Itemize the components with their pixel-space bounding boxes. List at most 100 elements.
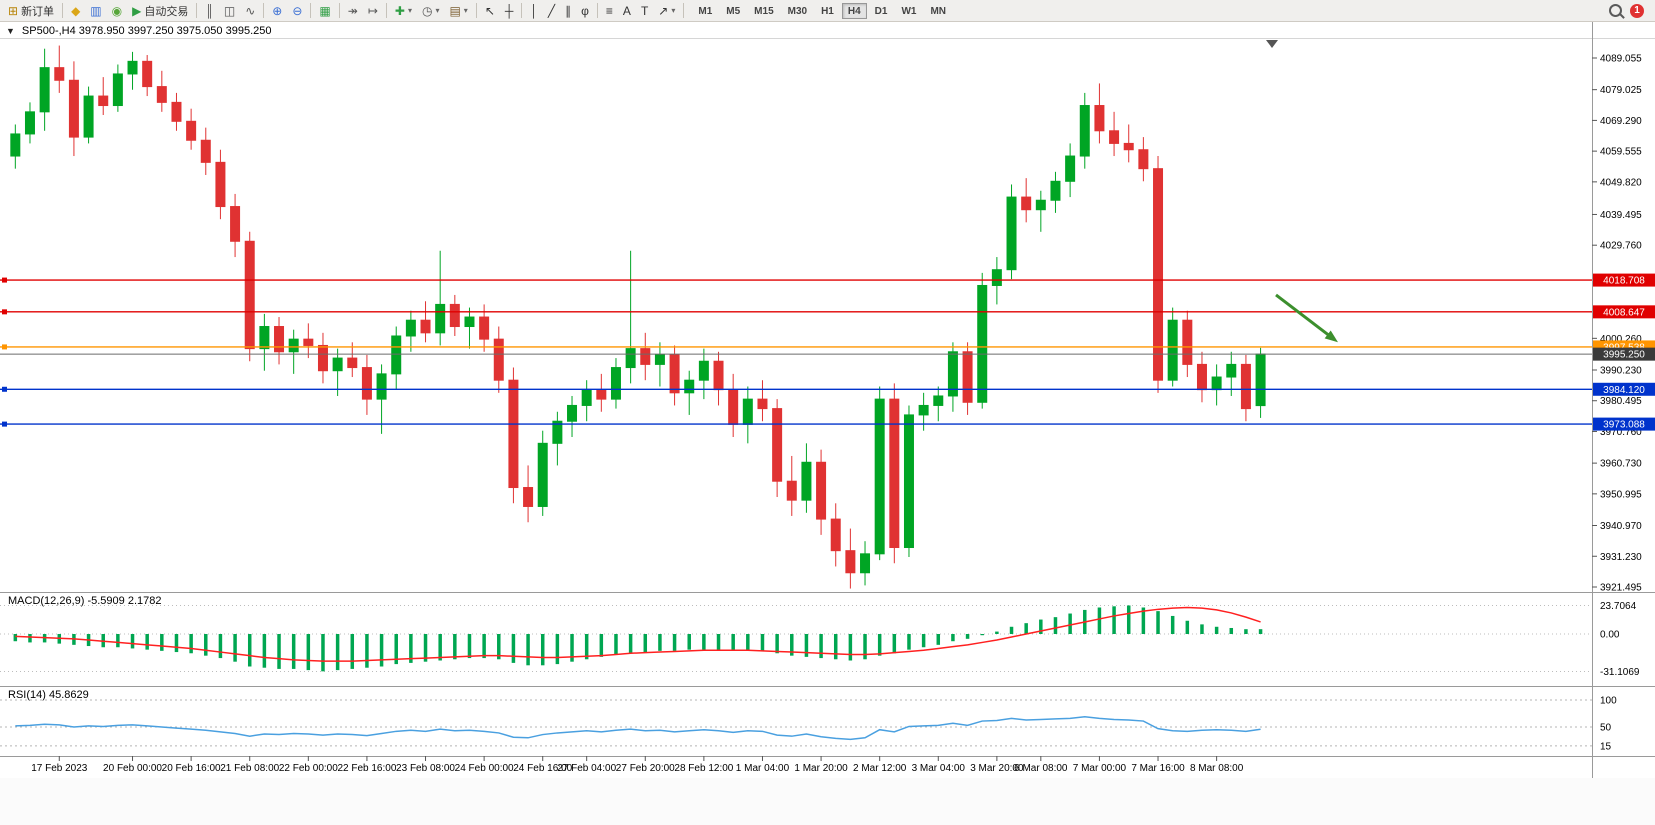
trendline-icon: ╱	[547, 3, 556, 18]
macd-panel: 23.7064 0.00 -31.1069	[0, 601, 1640, 678]
vertical-line-icon[interactable]: │	[525, 2, 543, 20]
text-label-icon[interactable]: T	[636, 2, 653, 20]
svg-text:8 Mar 08:00: 8 Mar 08:00	[1190, 763, 1244, 774]
timeframe-H4[interactable]: H4	[841, 2, 867, 19]
price-axis[interactable]: 4089.055 4079.025 4069.290 4059.555 4049.820…	[1592, 54, 1642, 594]
timeframe-D1[interactable]: D1	[874, 5, 888, 17]
line-chart-icon[interactable]: ∿	[240, 2, 260, 20]
macd-signal-line	[15, 606, 1261, 662]
new-order-button[interactable]: ⊞ 新订单	[3, 2, 59, 20]
bottom-spacer	[0, 778, 1655, 825]
svg-text:1 Mar 20:00: 1 Mar 20:00	[794, 763, 848, 774]
svg-text:4049.820: 4049.820	[1600, 177, 1642, 188]
svg-text:3990.230: 3990.230	[1600, 365, 1642, 376]
candlestick-chart-icon: ◫	[223, 3, 236, 18]
dropdown-arrow-icon: ▾	[463, 6, 468, 15]
bar-chart-icon[interactable]: ║	[200, 2, 219, 20]
timeframe-M5[interactable]: M5	[726, 5, 741, 17]
svg-text:3931.230: 3931.230	[1600, 552, 1642, 563]
chart-canvas[interactable]: 4089.055 4079.025 4069.290 4059.555 4049.820…	[0, 22, 1655, 778]
crosshair-icon: ┼	[504, 3, 514, 18]
channel-icon[interactable]: ∥	[560, 2, 576, 20]
timeframe-toolbar: M1 M5 M15 M30 H1 H4 D1 W1 MN	[691, 2, 953, 19]
chart-shift-marker[interactable]	[1266, 40, 1278, 48]
search-icon[interactable]	[1609, 4, 1622, 17]
price-tag	[1593, 273, 1655, 287]
chart-shift-icon[interactable]: ↦	[363, 2, 383, 20]
candlesticks	[10, 45, 1266, 589]
svg-text:4089.055: 4089.055	[1600, 54, 1642, 65]
cursor-icon[interactable]: ↖	[480, 2, 500, 20]
autotrading-button-label: 自动交易	[144, 5, 189, 18]
timeframe-M30[interactable]: M30	[787, 5, 808, 17]
autotrading-button[interactable]: ▶ 自动交易	[127, 2, 193, 20]
toolbar-separator	[385, 3, 387, 18]
vertical-line-icon: │	[530, 3, 538, 18]
text-label-icon: T	[640, 3, 649, 18]
timeframe-M15[interactable]: M15	[754, 5, 774, 17]
new-order-button-label: 新订单	[21, 5, 55, 18]
svg-text:22 Feb 16:00: 22 Feb 16:00	[337, 763, 396, 774]
svg-text:3995.250: 3995.250	[1603, 350, 1645, 361]
svg-text:3 Mar 04:00: 3 Mar 04:00	[912, 763, 966, 774]
chart-profile-icon: ◆	[71, 3, 81, 18]
trendline-icon[interactable]: ╱	[543, 2, 560, 20]
svg-text:3921.495: 3921.495	[1600, 582, 1642, 593]
line-chart-icon: ∿	[245, 3, 256, 18]
fibonacci-icon[interactable]: φ	[576, 2, 594, 20]
svg-text:50: 50	[1600, 723, 1612, 734]
chart-profile-icon[interactable]: ◆	[66, 2, 85, 20]
indicators-icon: ✚	[394, 3, 405, 18]
zoom-out-icon[interactable]: ⊖	[287, 2, 307, 20]
svg-text:23.7064: 23.7064	[1600, 601, 1637, 612]
strategy-tester-icon[interactable]: ◉	[107, 2, 127, 20]
svg-text:7 Mar 16:00: 7 Mar 16:00	[1131, 763, 1185, 774]
svg-text:4000.260: 4000.260	[1600, 334, 1642, 345]
periods-icon[interactable]: ◷ ▾	[417, 2, 445, 20]
candlestick-chart-icon[interactable]: ◫	[219, 2, 240, 20]
svg-text:3970.760: 3970.760	[1600, 427, 1642, 438]
templates-icon: ▤	[449, 3, 461, 18]
indicators-icon[interactable]: ✚ ▾	[390, 2, 417, 20]
horizontal-lines: 4018.7084008.6473997.5383995.2503984.120…	[0, 273, 1655, 431]
svg-text:27 Feb 04:00: 27 Feb 04:00	[557, 763, 616, 774]
svg-text:100: 100	[1600, 696, 1617, 707]
market-watch-icon[interactable]: ▥	[85, 2, 106, 20]
periods-icon: ◷	[421, 3, 433, 18]
price-tag	[1593, 347, 1655, 361]
timeframe-H1[interactable]: H1	[821, 5, 834, 17]
notification-badge[interactable]: 1	[1630, 3, 1644, 18]
svg-text:3984.120: 3984.120	[1603, 385, 1645, 396]
toolbar-separator	[263, 3, 265, 18]
svg-text:3950.995: 3950.995	[1600, 489, 1642, 500]
timeframe-W1[interactable]: W1	[901, 5, 917, 17]
timeframe-MN[interactable]: MN	[930, 5, 947, 17]
text-icon[interactable]: A	[618, 2, 636, 20]
chart-background	[0, 22, 1655, 778]
zoom-in-icon[interactable]: ⊕	[267, 2, 287, 20]
price-tag	[1593, 305, 1655, 319]
time-axis[interactable]: 17 Feb 2023 20 Feb 00:00 20 Feb 16:00 21 Fe…	[31, 756, 1244, 774]
rsi-line	[15, 715, 1261, 741]
toolbar-right-group: 1	[1609, 3, 1652, 18]
templates-icon[interactable]: ▤ ▾	[444, 2, 472, 20]
svg-text:4039.495: 4039.495	[1600, 210, 1642, 221]
tile-windows-icon: ▦	[319, 3, 331, 18]
trend-arrow-annotation[interactable]	[1275, 293, 1338, 343]
arrows-icon[interactable]: ↗ ▾	[653, 2, 680, 20]
crosshair-icon[interactable]: ┼	[500, 2, 519, 20]
svg-text:15: 15	[1600, 741, 1612, 752]
channel-icon: ∥	[565, 3, 572, 18]
timeframe-M1[interactable]: M1	[698, 5, 713, 17]
svg-text:4029.760: 4029.760	[1600, 241, 1642, 252]
oneclick-trading-arrow-icon[interactable]: ▼	[6, 26, 15, 36]
cycle-lines-icon[interactable]: ≡	[601, 2, 618, 20]
auto-scroll-icon[interactable]: ↠	[343, 2, 363, 20]
cycle-lines-icon: ≡	[605, 3, 613, 18]
svg-text:-31.1069: -31.1069	[1600, 667, 1640, 678]
svg-text:3 Mar 20:00: 3 Mar 20:00	[970, 763, 1024, 774]
svg-text:3940.970: 3940.970	[1600, 521, 1642, 532]
tile-windows-icon[interactable]: ▦	[314, 2, 335, 20]
svg-text:4018.708: 4018.708	[1603, 276, 1645, 287]
